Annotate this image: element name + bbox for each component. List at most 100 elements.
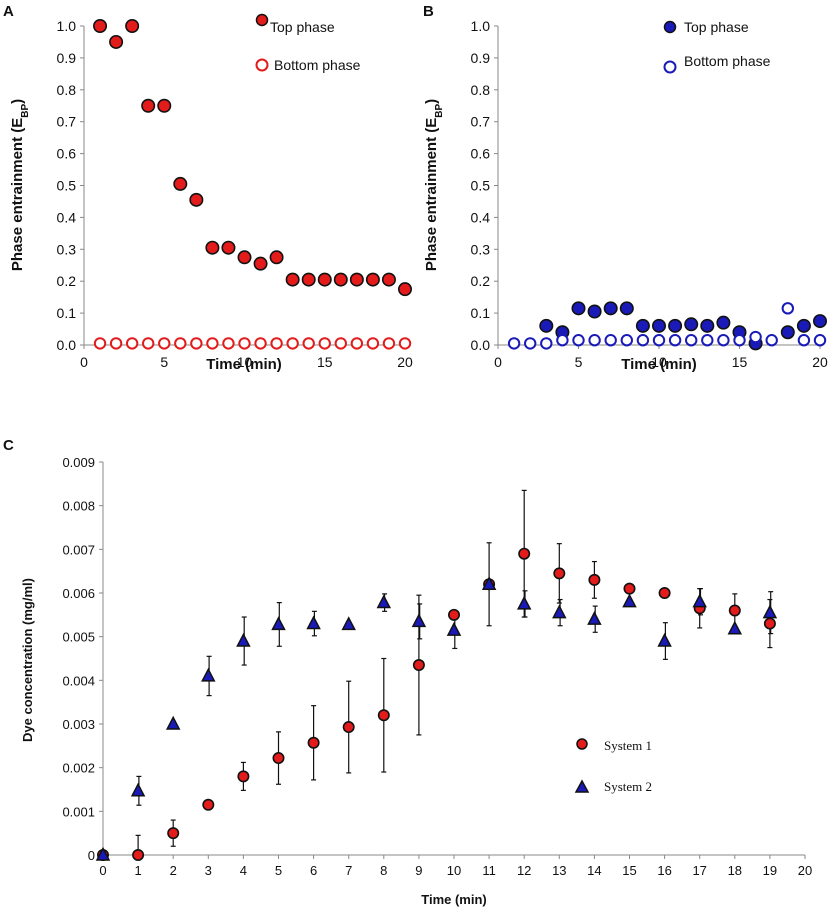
point-top-phase — [812, 314, 827, 329]
y-tick-label: 0.1 — [57, 305, 77, 321]
point-top-phase — [173, 176, 188, 191]
point-bottom-phase — [717, 334, 730, 347]
point-system-2 — [271, 616, 286, 631]
point-system-2 — [727, 620, 743, 635]
point-system-2 — [411, 613, 427, 628]
point-bottom-phase — [238, 337, 251, 350]
point-top-phase — [619, 301, 634, 316]
x-axis-label: Time (min) — [206, 356, 282, 373]
y-tick-label: 0.001 — [62, 804, 95, 819]
point-bottom-phase — [685, 334, 698, 347]
point-system-2 — [481, 576, 497, 590]
y-tick-label: 0.9 — [57, 50, 77, 66]
y-tick-label: 0.3 — [471, 241, 491, 257]
y-tick-label: 0.002 — [62, 761, 95, 776]
x-tick-label: 18 — [728, 863, 742, 878]
point-bottom-phase — [556, 334, 569, 347]
point-bottom-phase — [507, 337, 521, 350]
x-tick-label: 15 — [317, 354, 333, 370]
point-system-1 — [167, 827, 180, 840]
y-axis-label: Phase entrainment (EBP) — [423, 99, 445, 271]
point-top-phase — [141, 98, 156, 113]
x-tick-label: 15 — [732, 354, 748, 370]
y-tick-label: 0.2 — [57, 273, 77, 289]
legend-marker-top-phase — [255, 13, 269, 27]
point-bottom-phase — [652, 334, 666, 347]
y-tick-label: 0.006 — [62, 586, 95, 601]
x-tick-label: 1 — [134, 863, 141, 878]
point-bottom-phase — [540, 337, 553, 350]
x-tick-label: 20 — [397, 354, 413, 370]
point-bottom-phase — [733, 334, 746, 347]
point-bottom-phase — [286, 337, 299, 350]
point-bottom-phase — [334, 337, 347, 350]
point-system-2 — [130, 782, 146, 797]
panel-label-c: C — [3, 437, 14, 454]
point-top-phase — [381, 272, 396, 287]
legend-label-system-2: System 2 — [604, 779, 652, 794]
x-tick-label: 5 — [575, 354, 583, 370]
x-tick-label: 10 — [237, 354, 253, 370]
legend-marker-system-1 — [576, 738, 588, 750]
point-system-2 — [236, 632, 251, 647]
point-bottom-phase — [158, 337, 171, 350]
x-tick-label: 3 — [205, 863, 212, 878]
point-bottom-phase — [109, 337, 123, 350]
point-top-phase — [317, 272, 332, 287]
x-tick-label: 0 — [99, 863, 106, 878]
y-tick-label: 0.6 — [471, 146, 491, 162]
x-tick-label: 14 — [587, 863, 601, 878]
chart-b: 0.0 0.1 0.2 0.3 0.4 0.5 0.6 0.7 0.8 0.9 1.0 0 5 10 15… — [423, 18, 828, 373]
point-top-phase — [700, 318, 715, 333]
point-system-1 — [623, 582, 636, 595]
point-bottom-phase — [781, 302, 794, 315]
point-bottom-phase — [125, 337, 139, 350]
point-top-phase — [539, 318, 554, 333]
x-tick-label: 5 — [160, 354, 168, 370]
y-tick-label: 0.5 — [471, 178, 491, 194]
point-top-phase — [635, 318, 650, 333]
legend-label-bottom-phase: Bottom phase — [274, 57, 361, 73]
point-system-2 — [657, 632, 672, 647]
point-bottom-phase — [797, 334, 811, 347]
x-tick-label: 4 — [240, 863, 247, 878]
x-tick-label: 0 — [494, 354, 502, 370]
y-tick-label: 0.2 — [471, 273, 491, 289]
point-system-2 — [165, 715, 181, 730]
x-tick-label: 10 — [651, 354, 667, 370]
y-tick-label: 0.0 — [471, 337, 491, 353]
point-system-1 — [518, 547, 531, 560]
y-tick-label: 0.3 — [57, 241, 77, 257]
point-system-2 — [95, 846, 111, 861]
point-top-phase — [253, 256, 268, 271]
point-bottom-phase — [524, 337, 537, 350]
legend-label-top-phase: Top phase — [684, 19, 749, 35]
point-top-phase — [684, 317, 699, 332]
point-system-2 — [692, 593, 707, 608]
y-tick-label: 0.9 — [471, 50, 491, 66]
point-bottom-phase — [572, 334, 585, 347]
point-system-2 — [552, 604, 567, 619]
point-system-1 — [763, 617, 776, 630]
point-bottom-phase — [270, 337, 283, 350]
point-system-2 — [376, 594, 392, 609]
chart-c: 0 0.001 0.002 0.003 0.004 0.005 0.006 0.007 0.00… — [20, 455, 812, 907]
point-top-phase — [269, 250, 284, 265]
point-bottom-phase — [620, 334, 633, 347]
y-tick-label: 0.5 — [57, 178, 77, 194]
point-top-phase — [796, 318, 811, 333]
point-bottom-phase — [701, 334, 714, 347]
point-bottom-phase — [142, 337, 155, 350]
point-top-phase — [349, 272, 364, 287]
legend-marker-bottom-phase — [663, 60, 677, 74]
y-tick-label: 0.1 — [471, 305, 491, 321]
point-top-phase — [93, 18, 108, 33]
x-tick-label: 11 — [482, 863, 496, 878]
point-system-1 — [447, 608, 460, 621]
point-bottom-phase — [668, 334, 682, 347]
x-tick-label: 6 — [310, 863, 317, 878]
x-tick-label: 7 — [345, 863, 352, 878]
point-top-phase — [237, 250, 252, 265]
panel-label-a: A — [3, 3, 14, 20]
x-tick-label: 0 — [80, 354, 88, 370]
